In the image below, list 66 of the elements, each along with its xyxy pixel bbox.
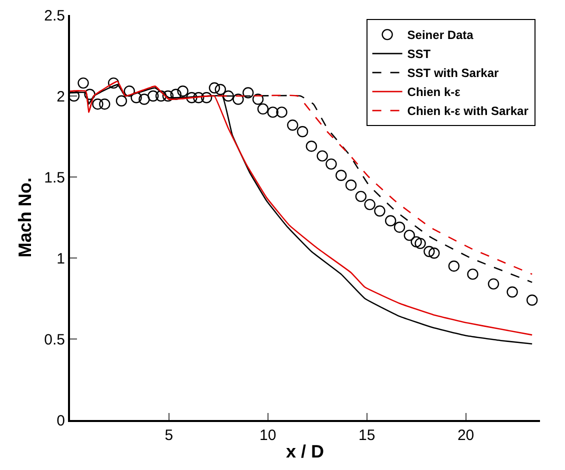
point xyxy=(78,77,89,89)
x-tick-label: 10 xyxy=(260,427,276,444)
point xyxy=(214,84,226,96)
point xyxy=(222,90,234,102)
point xyxy=(526,294,538,306)
point xyxy=(296,126,308,138)
legend-label: SST with Sarkar xyxy=(407,66,499,80)
point xyxy=(394,222,406,233)
point xyxy=(448,260,460,272)
legend-label: SST xyxy=(407,47,432,62)
y-tick-label: 1.5 xyxy=(44,169,65,186)
point xyxy=(404,230,415,241)
y-axis-title: Mach No. xyxy=(14,177,35,258)
point xyxy=(252,94,264,105)
point xyxy=(276,106,288,118)
point xyxy=(306,140,318,152)
point xyxy=(316,150,328,162)
point xyxy=(410,236,422,248)
point xyxy=(506,286,518,298)
y-tick-label: 0.5 xyxy=(44,331,65,348)
y-tick-label: 0 xyxy=(56,412,65,430)
point xyxy=(488,278,500,290)
point xyxy=(355,190,367,202)
point xyxy=(92,98,104,110)
legend-label: Chien k-ε xyxy=(407,85,461,100)
point xyxy=(467,268,478,280)
legend-label: Seiner Data xyxy=(407,28,474,42)
y-tick-label: 2 xyxy=(56,88,65,106)
point xyxy=(242,87,254,98)
point xyxy=(124,86,135,97)
point xyxy=(257,103,269,115)
y-tick-label: 1 xyxy=(56,250,65,268)
legend-label: Chien k-ε with Sarkar xyxy=(407,104,529,118)
point xyxy=(374,205,386,217)
point xyxy=(287,120,298,131)
point xyxy=(130,92,142,104)
point xyxy=(170,88,182,100)
point xyxy=(177,86,188,97)
point xyxy=(138,94,150,105)
point xyxy=(200,92,212,104)
y-tick-label: 2.5 xyxy=(44,7,65,24)
point xyxy=(364,198,376,210)
point xyxy=(336,170,347,181)
point xyxy=(428,248,440,259)
point xyxy=(99,98,110,110)
point xyxy=(384,215,396,226)
point xyxy=(345,180,357,191)
x-tick-label: 5 xyxy=(164,427,174,444)
point xyxy=(148,90,159,102)
point xyxy=(108,77,120,89)
point xyxy=(84,88,96,100)
point xyxy=(116,95,128,106)
point xyxy=(155,90,167,102)
x-axis-title: x / D xyxy=(286,442,324,462)
point xyxy=(232,94,244,105)
x-tick-label: 20 xyxy=(457,427,474,444)
point xyxy=(162,90,174,102)
point xyxy=(414,238,426,250)
point xyxy=(186,92,198,104)
x-tick-label: 15 xyxy=(358,427,376,444)
point xyxy=(424,246,435,258)
point xyxy=(208,82,220,94)
point xyxy=(267,106,278,118)
point xyxy=(70,90,80,102)
point xyxy=(193,92,204,104)
point xyxy=(326,158,337,170)
